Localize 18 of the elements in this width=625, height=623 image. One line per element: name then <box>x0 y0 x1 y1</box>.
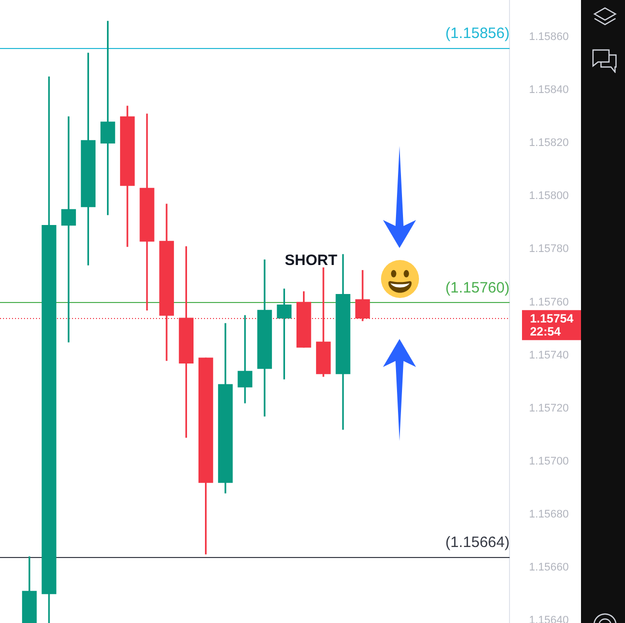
y-tick-label: 1.15740 <box>529 349 569 362</box>
y-tick-label: 1.15800 <box>529 190 569 202</box>
ref-line-label: 1.15754 <box>530 311 574 326</box>
y-tick-label: 1.15820 <box>529 137 569 150</box>
y-tick-label: 1.15840 <box>529 84 569 96</box>
y-tick-label: 1.15720 <box>529 402 569 414</box>
y-tick-label: 1.15760 <box>529 296 569 308</box>
ref-line-label: (1.15856) <box>445 24 510 42</box>
candlestick <box>238 315 252 404</box>
text: 22:54 <box>530 324 562 338</box>
y-tick-label: 1.15660 <box>529 561 569 574</box>
y-tick-label: 1.15780 <box>529 243 569 256</box>
ref-line-label: (1.15760) <box>445 279 510 296</box>
y-tick-label: 1.15700 <box>529 455 569 468</box>
ref-line-label: (1.15664) <box>445 534 510 551</box>
y-tick-label: 1.15860 <box>529 31 569 44</box>
y-tick-label: 1.15680 <box>529 508 569 520</box>
annotation: SHORT <box>284 252 338 270</box>
